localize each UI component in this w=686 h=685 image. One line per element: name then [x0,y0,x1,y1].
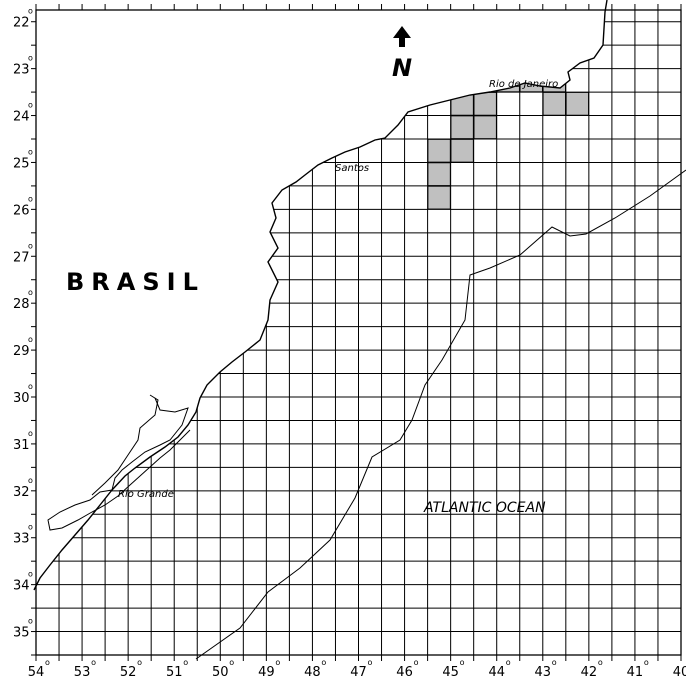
latitude-degree-symbol: o [28,429,33,438]
latitude-label: 33 [13,532,30,547]
longitude-label: 53 [74,665,91,680]
longitude-degree-symbol: o [137,658,142,667]
lagoon-inner-shore [91,394,159,496]
longitude-degree-symbol: o [644,658,649,667]
latitude-degree-symbol: o [28,7,33,16]
longitude-label: 46 [396,665,413,680]
north-arrow-icon [393,26,411,47]
latitude-degree-symbol: o [28,147,33,156]
longitude-label: 48 [304,665,321,680]
axes-layer: 54o53o52o51o50o49o48o47o46o45o44o43o42o4… [13,4,686,680]
shaded-cell [427,162,451,186]
north-arrow: N [392,26,412,82]
latitude-label: 30 [13,391,30,406]
latitude-label: 31 [13,438,30,453]
longitude-degree-symbol: o [45,658,50,667]
longitude-degree-symbol: o [552,658,557,667]
city-label-santos: Santos [335,163,369,174]
land-mask [0,0,607,600]
latitude-degree-symbol: o [28,382,33,391]
shelf-isobath [195,169,686,660]
longitude-label: 45 [442,665,459,680]
shaded-cell [450,115,474,139]
longitude-label: 47 [350,665,367,680]
lagoon-outline [47,397,191,531]
longitude-degree-symbol: o [414,658,419,667]
latitude-label: 25 [13,156,30,171]
latitude-degree-symbol: o [28,476,33,485]
longitude-label: 40 [673,665,686,680]
shaded-cell [427,139,451,163]
shaded-cell [566,92,589,116]
latitude-label: 26 [13,203,30,218]
longitude-label: 44 [488,665,505,680]
north-symbol: N [392,54,412,82]
longitude-label: 50 [212,665,229,680]
latitude-degree-symbol: o [28,288,33,297]
longitude-degree-symbol: o [275,658,280,667]
latitude-degree-symbol: o [28,194,33,203]
longitude-degree-symbol: o [368,658,373,667]
longitude-degree-symbol: o [321,658,326,667]
latitude-label: 27 [13,250,30,265]
longitude-degree-symbol: o [183,658,188,667]
longitude-degree-symbol: o [229,658,234,667]
latitude-degree-symbol: o [28,101,33,110]
latitude-degree-symbol: o [28,54,33,63]
shaded-cell [473,92,497,116]
longitude-label: 42 [581,665,598,680]
latitude-degree-symbol: o [28,335,33,344]
latitude-label: 34 [13,579,30,594]
ocean-label: ATLANTIC OCEAN [423,500,546,516]
longitude-label: 49 [258,665,275,680]
longitude-degree-symbol: o [460,658,465,667]
latitude-label: 29 [13,344,30,359]
longitude-label: 51 [166,665,183,680]
latitude-label: 32 [13,485,30,500]
latitude-degree-symbol: o [28,570,33,579]
latitude-label: 24 [13,110,30,125]
longitude-label: 41 [627,665,644,680]
latitude-degree-symbol: o [28,241,33,250]
latitude-label: 22 [13,16,30,31]
latitude-degree-symbol: o [28,523,33,532]
longitude-label: 52 [120,665,137,680]
city-label-rio-de-janeiro: Rio de Janeiro [489,79,558,90]
shaded-cell [427,186,451,210]
coastline [33,0,608,591]
city-label-rio-grande: Rio Grande [118,489,174,500]
longitude-degree-symbol: o [506,658,511,667]
longitude-degree-symbol: o [91,658,96,667]
country-label: BRASIL [66,268,205,296]
shaded-cell [450,139,474,163]
shaded-cell [542,92,566,116]
latitude-degree-symbol: o [28,617,33,626]
latitude-label: 35 [13,626,30,641]
latitude-label: 28 [13,297,30,312]
longitude-degree-symbol: o [598,658,603,667]
longitude-label: 43 [535,665,552,680]
longitude-label: 54 [28,665,45,680]
latitude-label: 23 [13,63,30,78]
shaded-cell [473,115,497,139]
